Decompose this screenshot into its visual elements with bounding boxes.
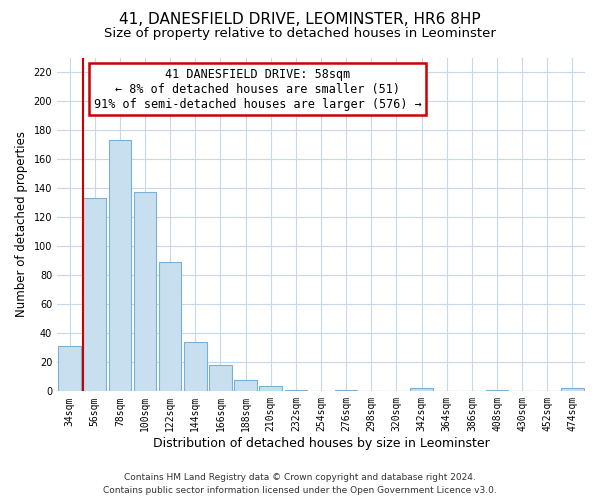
- Bar: [410, 388, 433, 392]
- Bar: [335, 390, 358, 392]
- Bar: [259, 386, 282, 392]
- Bar: [83, 198, 106, 392]
- X-axis label: Distribution of detached houses by size in Leominster: Distribution of detached houses by size …: [152, 437, 490, 450]
- Bar: [284, 390, 307, 392]
- Bar: [234, 380, 257, 392]
- Bar: [109, 140, 131, 392]
- Bar: [561, 388, 584, 392]
- Text: Size of property relative to detached houses in Leominster: Size of property relative to detached ho…: [104, 28, 496, 40]
- Text: Contains HM Land Registry data © Crown copyright and database right 2024.
Contai: Contains HM Land Registry data © Crown c…: [103, 473, 497, 495]
- Bar: [134, 192, 157, 392]
- Bar: [485, 390, 508, 392]
- Text: 41, DANESFIELD DRIVE, LEOMINSTER, HR6 8HP: 41, DANESFIELD DRIVE, LEOMINSTER, HR6 8H…: [119, 12, 481, 28]
- Bar: [58, 346, 81, 392]
- Bar: [159, 262, 181, 392]
- Bar: [209, 365, 232, 392]
- Bar: [184, 342, 206, 392]
- Y-axis label: Number of detached properties: Number of detached properties: [15, 132, 28, 318]
- Text: 41 DANESFIELD DRIVE: 58sqm
← 8% of detached houses are smaller (51)
91% of semi-: 41 DANESFIELD DRIVE: 58sqm ← 8% of detac…: [94, 68, 422, 110]
